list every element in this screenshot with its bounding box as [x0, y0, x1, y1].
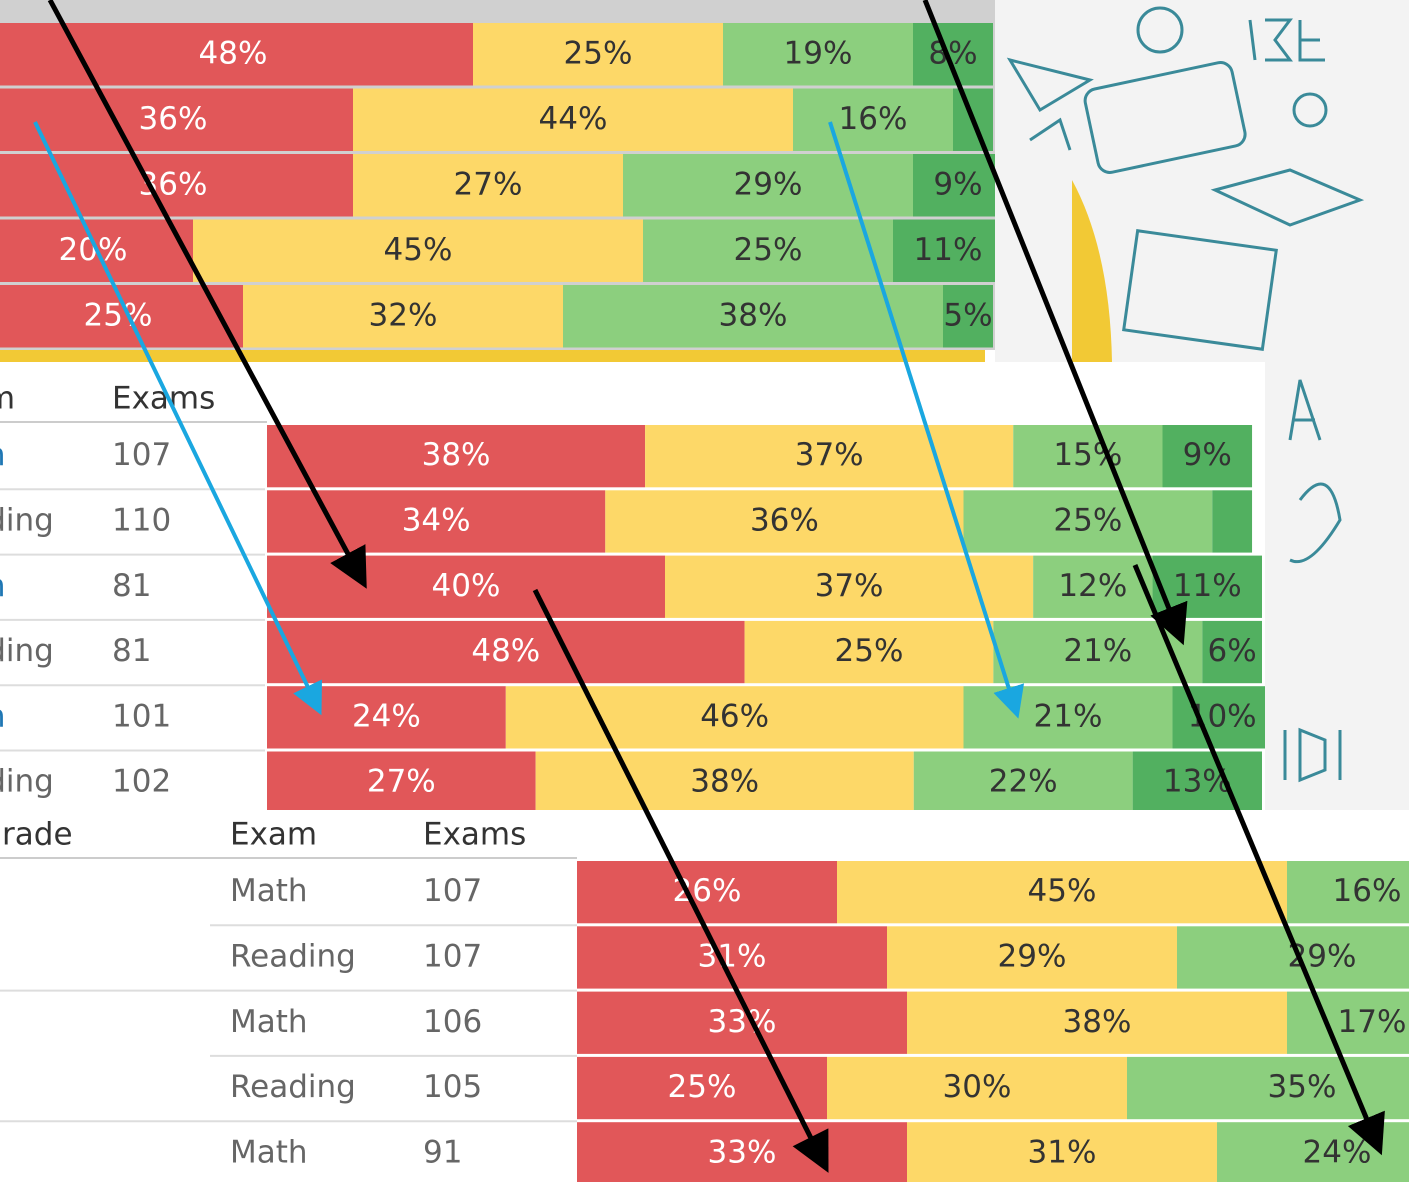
value-label: 27% — [367, 764, 436, 800]
table-cell: 107 — [112, 437, 171, 473]
value-label: 44% — [539, 101, 608, 137]
table-cell: Reading — [0, 502, 54, 538]
table-cell: 91 — [423, 1134, 462, 1170]
value-label: 32% — [369, 297, 438, 333]
table-cell: Reading — [230, 1069, 356, 1105]
screenshot: 48%25%19%8%36%44%16%36%27%29%9%20%45%25%… — [0, 0, 1409, 1182]
value-label: 25% — [835, 633, 904, 669]
table-cell: 110 — [112, 502, 171, 538]
column-header: Grade — [0, 817, 73, 853]
value-label: 38% — [1063, 1004, 1132, 1040]
table-cell: Math — [0, 437, 6, 473]
value-label: 48% — [471, 633, 540, 669]
value-label: 27% — [454, 166, 523, 202]
bottom-chart: GradeExamExams26%45%16%3Math10731%29%29%… — [0, 810, 1409, 1182]
table-cell: 102 — [112, 764, 171, 800]
middle-chart: ExamExams38%37%15%9%Math10734%36%25%Read… — [0, 362, 1272, 814]
value-label: 21% — [1034, 698, 1103, 734]
table-cell: 106 — [423, 1004, 482, 1040]
value-label: 19% — [784, 35, 853, 71]
value-label: 45% — [1028, 873, 1097, 909]
value-label: 29% — [734, 166, 803, 202]
table-cell: 81 — [112, 568, 151, 604]
table-cell: Math — [230, 873, 308, 909]
value-label: 20% — [59, 232, 128, 268]
value-label: 25% — [734, 232, 803, 268]
table-cell: Reading — [0, 764, 54, 800]
value-label: 12% — [1058, 568, 1127, 604]
value-label: 48% — [199, 35, 268, 71]
value-label: 9% — [1183, 437, 1232, 473]
value-label: 17% — [1338, 1004, 1407, 1040]
value-label: 30% — [943, 1069, 1012, 1105]
table-cell: Math — [230, 1004, 308, 1040]
value-label: 36% — [750, 502, 819, 538]
value-label: 25% — [564, 35, 633, 71]
top-chart: 48%25%19%8%36%44%16%36%27%29%9%20%45%25%… — [0, 0, 1003, 350]
value-label: 36% — [139, 101, 208, 137]
value-label: 16% — [1333, 873, 1402, 909]
value-label: 46% — [700, 698, 769, 734]
value-label: 35% — [1268, 1069, 1337, 1105]
value-label: 33% — [708, 1004, 777, 1040]
value-label: 11% — [1173, 568, 1242, 604]
value-label: 24% — [352, 698, 421, 734]
column-header: Exam — [0, 381, 15, 417]
value-label: 34% — [402, 502, 471, 538]
value-label: 31% — [698, 938, 767, 974]
value-label: 25% — [84, 297, 153, 333]
value-label: 25% — [668, 1069, 737, 1105]
value-label: 38% — [690, 764, 759, 800]
table-cell: 107 — [423, 873, 482, 909]
table-cell: 101 — [112, 698, 171, 734]
value-label: 21% — [1063, 633, 1132, 669]
table-cell: Reading — [0, 633, 54, 669]
table-cell: Math — [0, 698, 6, 734]
value-label: 22% — [989, 764, 1058, 800]
value-label: 40% — [432, 568, 501, 604]
value-label: 31% — [1028, 1134, 1097, 1170]
value-label: 29% — [998, 938, 1067, 974]
value-label: 25% — [1053, 502, 1122, 538]
table-cell: Math — [230, 1134, 308, 1170]
value-label: 5% — [943, 297, 992, 333]
table-cell: 105 — [423, 1069, 482, 1105]
value-label: 45% — [384, 232, 453, 268]
column-header: Exam — [230, 817, 317, 853]
value-label: 6% — [1208, 633, 1257, 669]
value-label: 37% — [795, 437, 864, 473]
table-cell: 107 — [423, 938, 482, 974]
table-cell: Math — [0, 568, 6, 604]
value-label: 38% — [719, 297, 788, 333]
value-label: 16% — [839, 101, 908, 137]
value-label: 24% — [1303, 1134, 1372, 1170]
value-label: 37% — [815, 568, 884, 604]
value-label: 33% — [708, 1134, 777, 1170]
value-label: 38% — [422, 437, 491, 473]
value-label: 11% — [914, 232, 983, 268]
value-label: 9% — [933, 166, 982, 202]
table-cell: Reading — [230, 938, 356, 974]
column-header: Exams — [423, 817, 526, 853]
table-cell: 81 — [112, 633, 151, 669]
bar-segment — [1212, 490, 1252, 552]
